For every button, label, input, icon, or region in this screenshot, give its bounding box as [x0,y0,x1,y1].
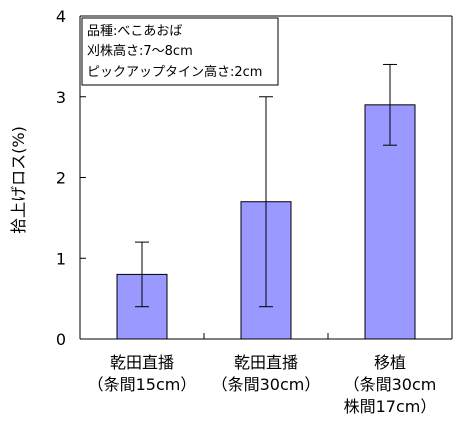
category-label: 移植 [374,353,406,372]
error-bars-group [135,63,397,308]
category-label: 株間17cm） [344,397,437,416]
y-tick-label: 0 [56,330,66,349]
y-tick-label: 3 [56,88,66,107]
y-tick-label: 2 [56,169,66,188]
annotation-line-2: 刈株高さ:7～8cm [87,43,193,59]
y-tick-label: 4 [56,7,66,26]
y-tick-label: 1 [56,249,66,268]
x-ticks-group [203,333,329,339]
category-labels-group: 乾田直播 （条間15cm） 乾田直播 （条間30cm） 移植 （条間30cm 株間17cm） [88,353,437,416]
annotation-line-3: ピックアップタイン高さ:2cm [87,64,262,80]
category-label: （条間30cm） [212,375,321,394]
y-ticks-group: 0 1 2 3 4 [56,7,86,349]
category-label: 乾田直播 [110,353,174,372]
annotation-box: 品種:べこあおば 刈株高さ:7～8cm ピックアップタイン高さ:2cm [81,17,279,86]
y-axis-label: 拾上げロス(%) [9,126,28,234]
annotation-line-1: 品種:べこあおば [87,23,182,39]
category-label: （条間30cm [344,375,437,394]
category-label: 乾田直播 [234,353,298,372]
category-label: （条間15cm） [88,375,197,394]
annotation-frame [81,17,279,86]
